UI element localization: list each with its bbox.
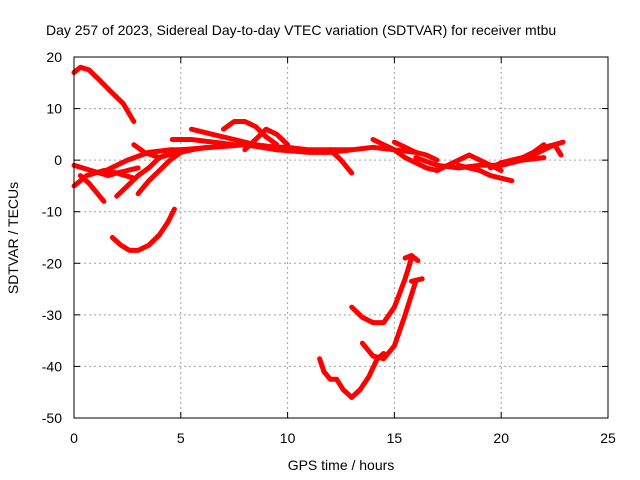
series-arc-3: [71, 162, 141, 179]
x-tick-label: 20: [493, 430, 509, 446]
y-tick-label: -20: [42, 255, 62, 271]
series-arc-27: [359, 278, 419, 362]
y-tick-label: -10: [42, 204, 62, 220]
series-arc-13: [242, 126, 291, 153]
y-tick-label: 20: [46, 49, 62, 65]
axis-ticks: [73, 56, 609, 419]
series-arc-21: [456, 162, 515, 184]
series-arc-25: [349, 255, 414, 326]
y-tick-label: 10: [46, 101, 62, 117]
series-arc-15: [263, 144, 355, 176]
series-arc-1: [71, 64, 137, 124]
x-axis-label: GPS time / hours: [288, 457, 395, 473]
plot-frame: [73, 56, 609, 419]
x-tick-label: 5: [177, 430, 185, 446]
series-arc-16: [327, 144, 419, 155]
x-tick-label: 15: [387, 430, 403, 446]
y-tick-label: -40: [42, 358, 62, 374]
y-axis-label: SDTVAR / TECUs: [5, 182, 21, 294]
series-arc-29: [349, 351, 387, 400]
series-arc-4: [71, 168, 137, 189]
y-tick-labels: 20 10 0 -10 -20 -30 -40 -50: [42, 49, 62, 426]
x-tick-labels: 0 5 10 15 20 25: [70, 430, 616, 446]
chart-title: Day 257 of 2023, Sidereal Day-to-day VTE…: [46, 22, 556, 38]
x-tick-label: 0: [70, 430, 78, 446]
y-tick-label: -50: [42, 410, 62, 426]
series-arc-24: [520, 139, 566, 161]
series-arc-28: [317, 356, 355, 400]
data-series: [71, 64, 566, 400]
y-tick-label: -30: [42, 307, 62, 323]
x-tick-label: 10: [280, 430, 296, 446]
series-arc-26: [402, 253, 421, 264]
series-arc-18: [391, 139, 440, 163]
x-tick-label: 25: [600, 430, 616, 446]
series-arc-2: [109, 206, 177, 253]
series-arc-5: [77, 173, 107, 204]
series-arc-30: [409, 276, 425, 284]
series-arc-12: [221, 119, 280, 148]
y-tick-label: 0: [54, 152, 62, 168]
series-arc-9: [103, 147, 194, 173]
series-arc-17: [370, 137, 440, 173]
